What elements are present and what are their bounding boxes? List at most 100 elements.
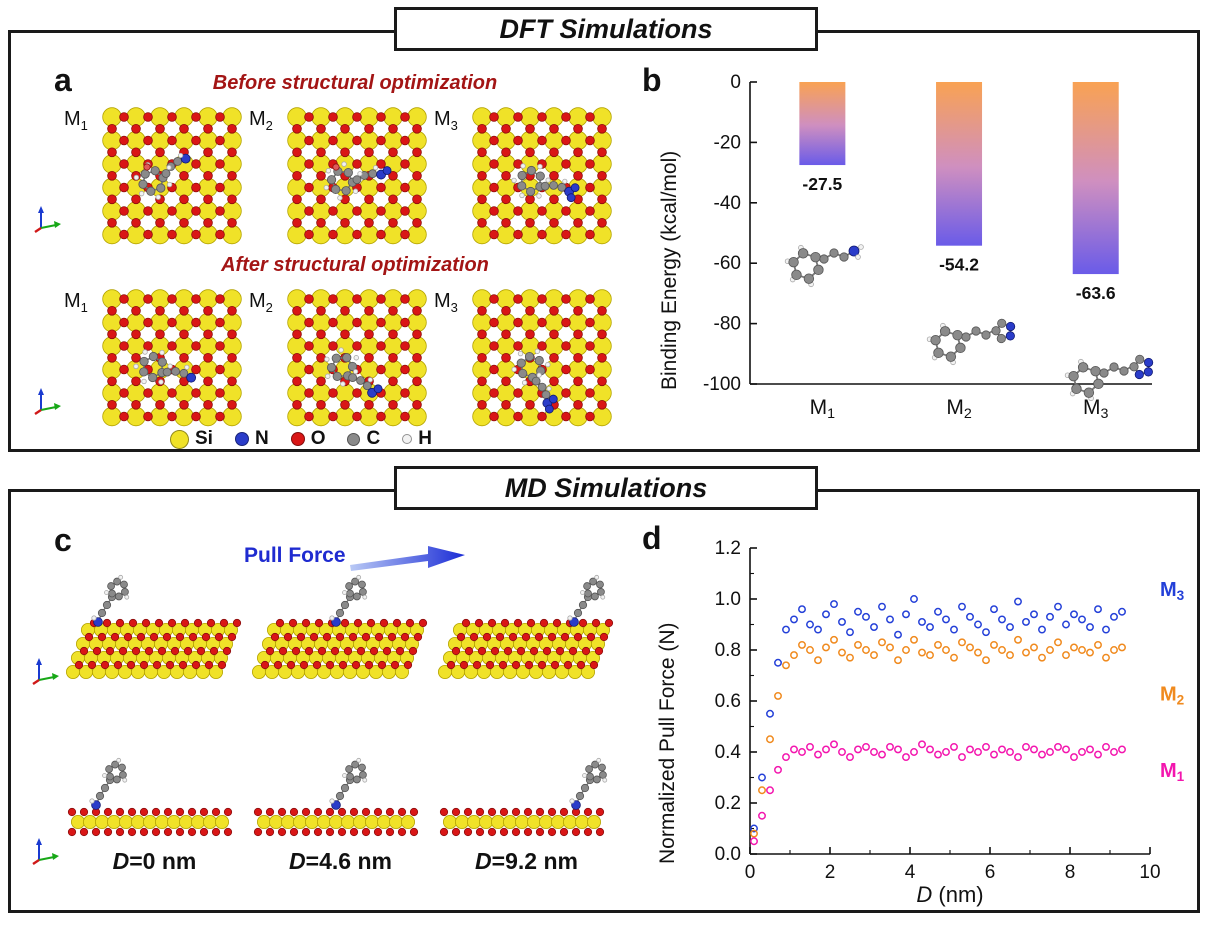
displacement-label-d46: D=4.6 nm <box>248 848 433 875</box>
svg-text:1.0: 1.0 <box>715 589 741 610</box>
legend-item-si: Si <box>170 428 213 450</box>
md-snapshot-3d-d0 <box>66 574 242 680</box>
svg-text:8: 8 <box>1065 862 1076 883</box>
svg-text:2: 2 <box>825 862 836 883</box>
molecule-label-after-m1: M1 <box>64 290 88 315</box>
c-atom-icon <box>347 432 361 446</box>
displacement-value: =9.2 nm <box>491 848 578 874</box>
svg-text:M1: M1 <box>1160 760 1185 784</box>
dft-title-tab: DFT Simulations <box>394 7 818 51</box>
panel-a: a Before structural optimization M1 M2 M… <box>30 58 636 454</box>
axes-orientation-icon <box>34 388 61 415</box>
md-title-tab: MD Simulations <box>394 466 818 510</box>
legend-item-o: O <box>290 428 326 450</box>
molecule-thumbnail-m1 <box>784 244 864 288</box>
svg-text:4: 4 <box>905 862 916 883</box>
displacement-variable: D <box>475 848 492 874</box>
before-optimization-title: Before structural optimization <box>212 72 498 94</box>
axes-orientation-icon <box>34 206 61 233</box>
legend-item-c: C <box>347 428 380 450</box>
pull-force-scatter-chart: 0.0 0.2 0.4 0.6 0.8 1.0 1.2 0 2 4 6 8 10 M3 M2 M1 D (nm) <box>715 538 1185 907</box>
dft-title: DFT Simulations <box>499 13 713 44</box>
legend-label-h: H <box>418 428 432 449</box>
svg-text:M2: M2 <box>946 396 972 422</box>
displacement-label-d92: D=9.2 nm <box>434 848 619 875</box>
si-atom-icon <box>170 429 189 449</box>
svg-text:-80: -80 <box>714 314 741 335</box>
displacement-label-d0: D=0 nm <box>62 848 247 875</box>
legend-label-n: N <box>254 428 269 449</box>
displacement-value: =0 nm <box>129 848 197 874</box>
svg-text:1.2: 1.2 <box>715 538 741 559</box>
svg-text:M3: M3 <box>1083 396 1109 422</box>
md-snapshot-side-d46 <box>253 757 419 837</box>
svg-text:0: 0 <box>745 862 756 883</box>
molecule-label-before-m2: M2 <box>249 108 273 133</box>
legend-item-h: H <box>402 428 432 450</box>
h-atom-icon <box>402 434 413 444</box>
svg-text:M1: M1 <box>810 396 836 422</box>
svg-text:-60: -60 <box>714 253 741 274</box>
pull-force-label: Pull Force <box>244 544 346 567</box>
md-snapshot-side-d0 <box>67 757 233 837</box>
svg-text:M3: M3 <box>1160 579 1185 603</box>
o-atom-icon <box>290 432 305 446</box>
legend-item-n: N <box>234 428 269 450</box>
svg-text:-20: -20 <box>714 132 741 153</box>
molecule-label-after-m2: M2 <box>249 290 273 315</box>
surface-model-after-m3 <box>472 289 612 427</box>
pull-force-axis-label: Normalized Pull Force (N) <box>656 622 679 864</box>
axes-orientation-icon <box>32 658 59 685</box>
panel-d-label: d <box>642 520 662 556</box>
n-atom-icon <box>234 432 249 446</box>
surface-model-after-m2 <box>287 289 427 427</box>
svg-text:-40: -40 <box>714 193 741 214</box>
legend-label-o: O <box>310 428 326 449</box>
axes-orientation-icon <box>32 838 59 865</box>
legend-label-c: C <box>366 428 381 449</box>
svg-text:0.4: 0.4 <box>715 742 742 763</box>
molecule-label-after-m3: M3 <box>434 290 458 315</box>
svg-text:-54.2: -54.2 <box>939 255 979 275</box>
svg-text:D (nm): D (nm) <box>916 882 983 907</box>
binding-energy-axis-label: Binding Energy (kcal/mol) <box>658 150 681 390</box>
svg-text:6: 6 <box>985 862 996 883</box>
svg-text:-27.5: -27.5 <box>802 174 842 194</box>
molecule-label-before-m3: M3 <box>434 108 458 133</box>
pull-force-arrow <box>350 546 465 571</box>
md-snapshot-3d-d46 <box>252 574 428 680</box>
molecule-thumbnail-m2 <box>926 318 1016 366</box>
md-snapshot-side-d92 <box>439 757 608 837</box>
panel-d: d Normalized Pull Force (N) 0.0 0.2 0.4 0.6… <box>636 516 1202 916</box>
surface-model-before-m1 <box>102 107 242 245</box>
svg-text:0.6: 0.6 <box>715 691 741 712</box>
svg-text:0: 0 <box>730 72 741 93</box>
panel-b: b Binding Energy (kcal/mol) 0 -20 -40 -60 -8… <box>636 58 1202 450</box>
svg-text:0.0: 0.0 <box>715 844 741 865</box>
surface-model-before-m2 <box>287 107 427 245</box>
panel-c-label: c <box>54 522 72 558</box>
svg-text:M2: M2 <box>1160 683 1185 707</box>
svg-text:-63.6: -63.6 <box>1076 283 1116 303</box>
svg-text:0.2: 0.2 <box>715 793 741 814</box>
svg-text:10: 10 <box>1139 862 1160 883</box>
surface-model-after-m1 <box>102 289 242 427</box>
after-optimization-title: After structural optimization <box>221 254 489 276</box>
panel-a-label: a <box>54 62 72 98</box>
molecule-thumbnail-m3 <box>1064 354 1154 402</box>
md-snapshot-3d-d92 <box>438 574 614 680</box>
binding-energy-bar-chart: 0 -20 -40 -60 -80 -100 -27.5 M1 -54.2 M2 -63.6 M3 <box>703 72 1152 422</box>
md-title: MD Simulations <box>504 472 708 503</box>
displacement-value: =4.6 nm <box>305 848 392 874</box>
molecule-label-before-m1: M1 <box>64 108 88 133</box>
displacement-variable: D <box>112 848 130 874</box>
displacement-variable: D <box>289 848 306 874</box>
legend-label-si: Si <box>195 428 213 449</box>
svg-text:-100: -100 <box>703 374 741 395</box>
svg-text:0.8: 0.8 <box>715 640 741 661</box>
atom-legend: Si N O C H <box>170 428 432 450</box>
surface-model-before-m3 <box>472 107 612 245</box>
panel-c: c Pull Force D=0 nm D=4.6 nm D=9.2 nm <box>30 518 636 916</box>
panel-b-label: b <box>642 62 662 98</box>
